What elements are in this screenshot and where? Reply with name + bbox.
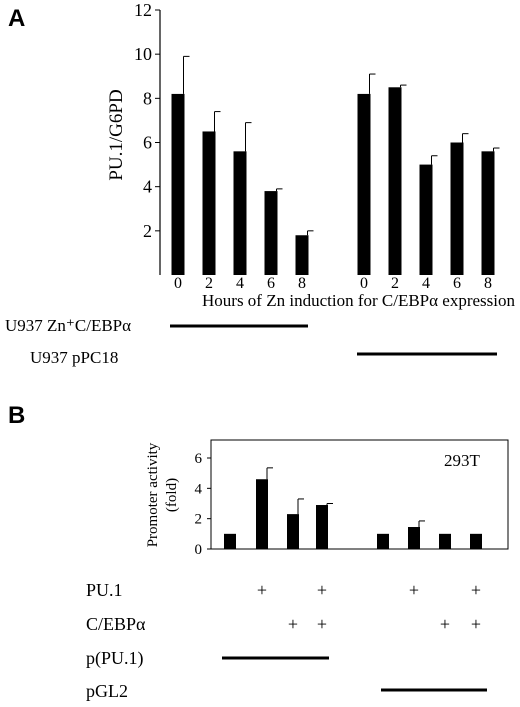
panel-b-condition-marks: + + + + + + + + <box>257 580 481 634</box>
panel-b-bar <box>377 533 389 549</box>
group-label-ppu1: p(PU.1) <box>86 648 144 669</box>
panel-b-condition-mark: + <box>317 614 327 634</box>
panel-a-y-tick-label: 6 <box>143 133 152 153</box>
panel-a-bar <box>357 93 371 276</box>
panel-b-bars <box>224 467 482 549</box>
panel-a-bar <box>295 235 309 275</box>
condition-label-cebpa: C/EBPα <box>86 614 146 634</box>
panel-a-letter: A <box>8 5 25 32</box>
panel-a-y-tick-label: 12 <box>134 0 152 20</box>
panel-a-y-tick-label: 8 <box>143 88 152 108</box>
panel-a-bar <box>450 142 464 275</box>
panel-a-y-tick-label: 4 <box>143 177 152 197</box>
panel-b-bar <box>256 479 268 549</box>
panel-a-x-tick-label: 8 <box>298 275 306 292</box>
panel-b-ylabel-line2: (fold) <box>164 478 180 512</box>
panel-b-condition-mark: + <box>409 580 419 600</box>
panel-a-x-tick-label: 0 <box>174 275 182 292</box>
panel-a-bar <box>171 93 185 276</box>
panel-b-bar <box>408 527 420 549</box>
panel-a-x-tick-label: 8 <box>484 275 492 292</box>
panel-b-letter: B <box>8 402 25 429</box>
panel-a-x-tick-label: 4 <box>236 275 244 292</box>
panel-b-condition-mark: + <box>471 614 481 634</box>
panel-b-bar <box>470 533 482 549</box>
panel-b-y-tick-label: 4 <box>195 481 203 497</box>
panel-a-x-tick-label: 6 <box>267 275 275 292</box>
panel-a-bar <box>419 164 433 275</box>
panel-a-x-tick-label: 6 <box>453 275 461 292</box>
panel-a-bars <box>171 55 500 276</box>
panel-a-ylabel: PU.1/G6PD <box>106 89 127 180</box>
panel-a-xlabel: Hours of Zn induction for C/EBPα express… <box>202 291 515 310</box>
panel-b-bar <box>224 533 236 549</box>
group-label-u937-zn: U937 Zn⁺C/EBPα <box>5 316 131 335</box>
panel-a-bar <box>233 151 247 275</box>
panel-b-y-tick-label: 6 <box>195 451 203 467</box>
panel-b-condition-mark: + <box>440 614 450 634</box>
panel-b-y-tick-label: 2 <box>195 512 203 528</box>
panel-a-x-tick-label: 2 <box>391 275 399 292</box>
panel-a-chart: PU.1/G6PD 2 4 6 8 10 12 0 2 4 6 8 0 2 4 6 8 Hours of Z… <box>5 0 515 367</box>
group-label-u937-ppc18: U937 pPC18 <box>30 348 118 367</box>
panel-b-y-axis: 0 2 4 6 <box>195 451 211 558</box>
panel-b-condition-mark: + <box>317 580 327 600</box>
panel-b-condition-mark: + <box>257 580 267 600</box>
panel-b-annotation: 293T <box>444 451 481 470</box>
panel-b-bar <box>316 505 328 549</box>
condition-label-pu1: PU.1 <box>86 580 123 600</box>
panel-a-x-tick-label: 0 <box>360 275 368 292</box>
panel-a-y-axis: 2 4 6 8 10 12 <box>134 0 161 275</box>
panel-b-frame <box>210 439 509 550</box>
group-label-pgl2: pGL2 <box>86 681 128 701</box>
panel-a-bar <box>481 151 495 275</box>
panel-a-x-tick-label: 4 <box>422 275 430 292</box>
panel-b-y-tick-label: 0 <box>195 542 203 558</box>
panel-a-x-tick-label: 2 <box>205 275 213 292</box>
panel-a-x-tick-labels: 0 2 4 6 8 0 2 4 6 8 <box>174 275 492 292</box>
panel-a-y-tick-label: 10 <box>134 44 152 64</box>
panel-b-bar <box>287 514 299 549</box>
panel-b-condition-mark: + <box>288 614 298 634</box>
panel-b-condition-mark: + <box>471 580 481 600</box>
panel-a-bar <box>264 191 278 275</box>
panel-b-bar <box>439 533 451 549</box>
panel-b-ylabel-line1: Promoter activity <box>145 442 161 547</box>
panel-a-bar <box>388 87 402 276</box>
panel-a-y-tick-label: 2 <box>143 221 152 241</box>
panel-a-bar <box>202 131 216 275</box>
